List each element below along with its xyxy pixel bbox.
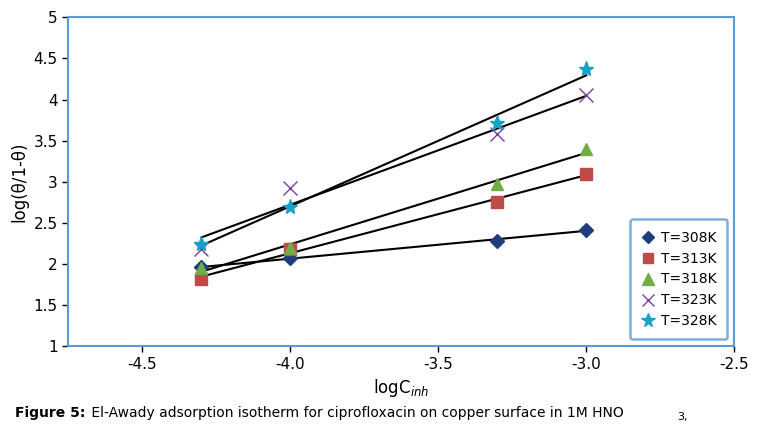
Text: El-Awady adsorption isotherm for ciprofloxacin on copper surface in 1M HNO: El-Awady adsorption isotherm for ciprofl… [87,406,624,420]
Text: 3,: 3, [678,412,688,422]
Legend: T=308K, T=313K, T=318K, T=323K, T=328K: T=308K, T=313K, T=318K, T=323K, T=328K [630,220,727,339]
Y-axis label: log(θ/1-θ): log(θ/1-θ) [10,142,28,222]
Text: Figure 5:: Figure 5: [15,406,86,420]
X-axis label: logC$_{inh}$: logC$_{inh}$ [373,378,429,399]
